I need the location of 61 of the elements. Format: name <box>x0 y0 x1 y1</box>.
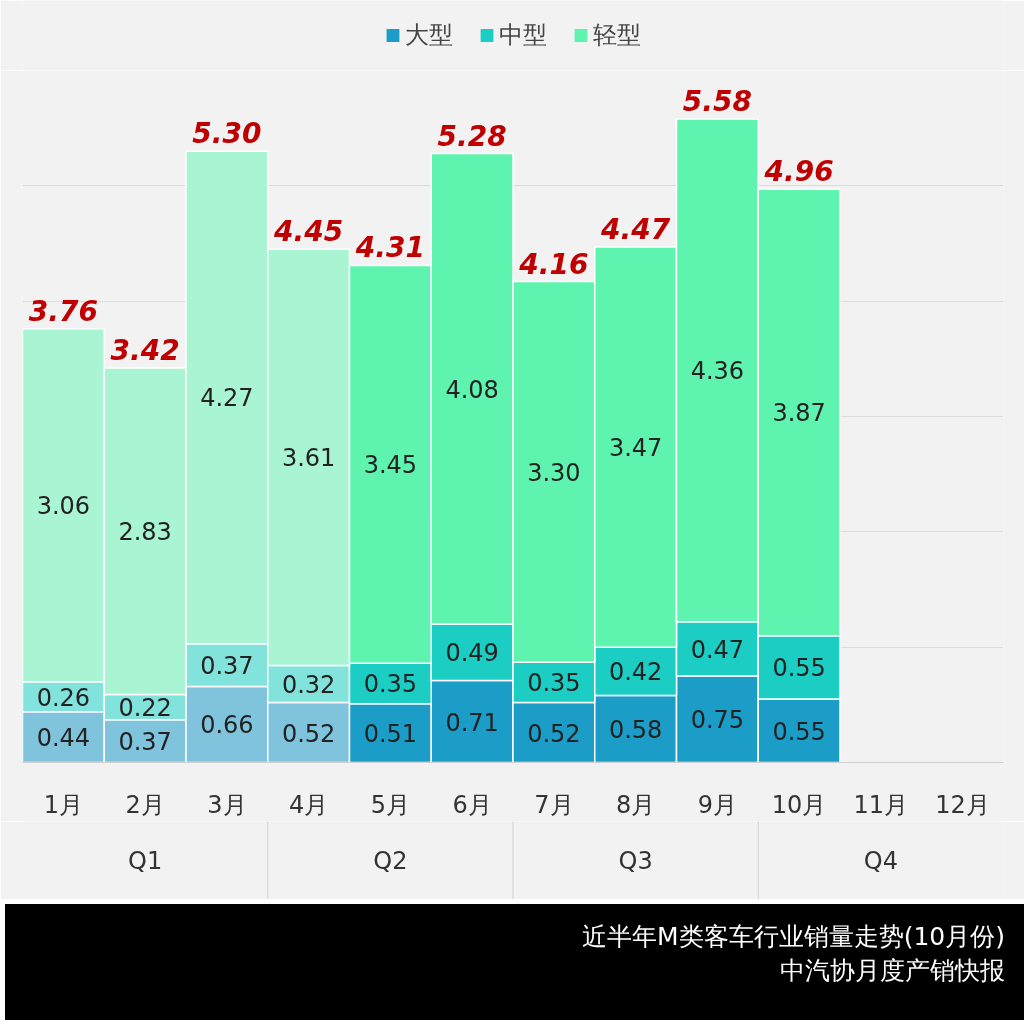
data-label: 0.35 <box>363 670 418 699</box>
data-label: 0.32 <box>281 671 336 700</box>
data-label: 0.52 <box>527 719 581 748</box>
data-label: 0.26 <box>36 683 91 712</box>
x-tick-label: 1月 <box>43 790 84 819</box>
data-label: 0.42 <box>608 658 663 687</box>
data-label: 0.55 <box>772 717 826 746</box>
total-label: 4.45 <box>273 215 344 249</box>
x-tick-label: 7月 <box>534 790 574 819</box>
legend-label: 轻型 <box>593 20 641 51</box>
legend-label: 大型 <box>405 20 453 51</box>
data-label: 4.36 <box>690 357 745 386</box>
data-label: 0.52 <box>281 719 336 748</box>
data-label: 0.75 <box>690 706 745 735</box>
data-label: 0.35 <box>527 669 581 698</box>
data-label: 3.30 <box>527 458 581 487</box>
total-label: 5.30 <box>192 117 262 151</box>
x-tick-label: 12月 <box>935 790 990 819</box>
data-label: 0.37 <box>118 728 172 757</box>
data-label: 0.22 <box>118 694 172 723</box>
data-label: 3.45 <box>363 451 418 480</box>
legend-label: 中型 <box>499 20 547 51</box>
total-label: 5.58 <box>682 84 752 118</box>
data-label: 0.37 <box>200 652 254 681</box>
x-tick-label: 11月 <box>853 790 909 819</box>
total-label: 4.96 <box>763 155 834 189</box>
data-label: 0.44 <box>36 724 91 753</box>
data-label: 0.71 <box>445 708 499 737</box>
data-label: 4.08 <box>445 375 499 404</box>
data-label: 0.58 <box>608 716 663 745</box>
total-label: 4.16 <box>518 247 589 281</box>
data-label: 2.83 <box>118 518 172 547</box>
x-tick-label: 8月 <box>615 790 656 819</box>
data-label: 3.06 <box>36 492 91 521</box>
text: Q3 <box>618 846 653 875</box>
text: Q1 <box>128 846 163 875</box>
data-label: 0.47 <box>690 635 745 664</box>
x-tick-label: 3月 <box>207 790 247 819</box>
data-label: 0.51 <box>363 720 418 749</box>
total-label: 4.31 <box>354 231 425 265</box>
x-tick-label: 2月 <box>125 790 165 819</box>
text: 中汽协月度产销快报 <box>780 955 1005 985</box>
data-label: 3.61 <box>281 444 336 473</box>
text: Q4 <box>863 846 898 875</box>
total-label: 4.47 <box>600 212 671 246</box>
data-label: 0.55 <box>772 654 826 683</box>
x-tick-label: 6月 <box>452 790 492 819</box>
x-tick-label: 9月 <box>697 790 738 819</box>
x-tick-label: 10月 <box>771 790 827 819</box>
data-label: 0.49 <box>445 639 499 668</box>
total-label: 5.28 <box>437 119 507 153</box>
text: 近半年M类客车行业销量走势(10月份) <box>582 922 1005 951</box>
data-label: 0.66 <box>200 711 254 740</box>
x-tick-label: 4月 <box>288 790 329 819</box>
data-label: 3.87 <box>772 399 826 428</box>
data-label: 3.47 <box>608 434 663 463</box>
x-tick-label: 5月 <box>370 790 411 819</box>
data-label: 4.27 <box>200 384 254 413</box>
total-label: 3.42 <box>110 334 180 368</box>
total-label: 3.76 <box>28 294 98 328</box>
text: Q2 <box>373 846 408 875</box>
